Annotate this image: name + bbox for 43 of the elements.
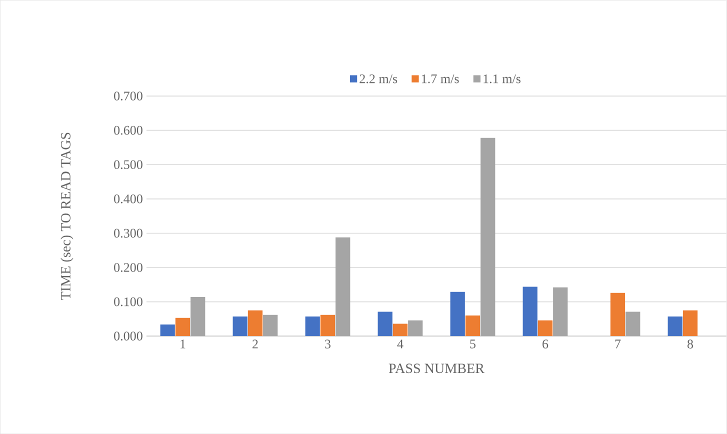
bar <box>305 316 320 336</box>
y-tick-label: 0.100 <box>114 297 142 306</box>
legend-label: 1.1 m/s <box>484 74 521 84</box>
bar <box>668 316 682 336</box>
bar <box>248 310 263 336</box>
y-tick-label: 0.000 <box>114 332 142 340</box>
bar <box>450 292 465 336</box>
bar <box>465 315 480 336</box>
y-axis-title: TIME (sec) TO READ TAGS <box>60 132 74 300</box>
bar <box>263 314 278 336</box>
x-tick-label: 2 <box>252 340 258 348</box>
x-tick-label: 5 <box>470 340 476 348</box>
bar <box>175 318 190 336</box>
bar <box>232 316 248 336</box>
x-tick-label: 8 <box>687 340 694 348</box>
y-tick-label: 0.700 <box>114 92 142 100</box>
x-tick-label: 1 <box>180 340 186 348</box>
bar <box>336 237 350 336</box>
bar <box>190 296 206 336</box>
x-tick-label: 4 <box>397 340 404 348</box>
legend-label: 2.2 m/s <box>360 74 398 84</box>
bar <box>538 320 553 336</box>
y-tick-label: 0.600 <box>114 126 142 135</box>
x-tick-label: 7 <box>615 340 621 348</box>
bar <box>553 287 568 336</box>
bar <box>626 312 640 336</box>
bar <box>378 312 392 336</box>
x-axis-title: PASS NUMBER <box>388 364 484 374</box>
bar <box>522 286 538 336</box>
bar <box>320 314 336 336</box>
y-tick-label: 0.300 <box>114 228 142 238</box>
bar <box>392 324 408 336</box>
x-tick-label: 6 <box>542 340 548 348</box>
y-tick-label: 0.200 <box>114 263 142 272</box>
bar <box>610 292 626 336</box>
bar <box>160 324 175 336</box>
y-tick-label: 0.500 <box>114 160 142 169</box>
bar <box>480 138 496 336</box>
bar <box>682 310 698 336</box>
legend-label: 1.7 m/s <box>422 74 459 84</box>
x-tick-label: 3 <box>325 340 330 348</box>
y-tick-label: 0.400 <box>114 194 142 204</box>
bar <box>408 320 423 336</box>
